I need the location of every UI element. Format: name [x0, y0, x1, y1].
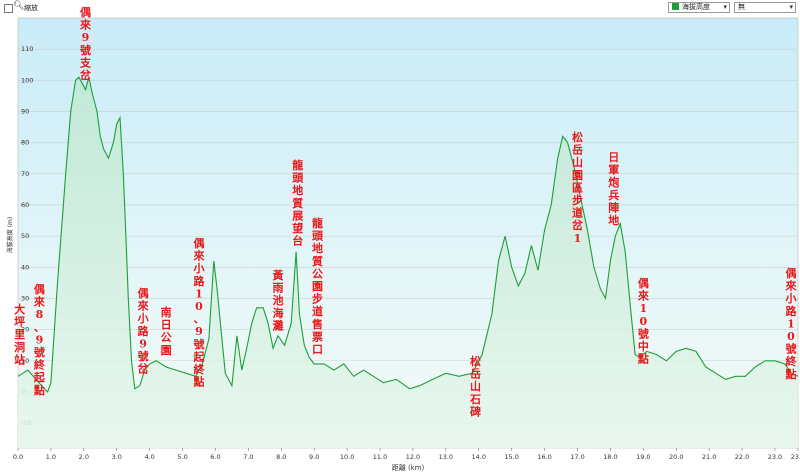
x-tick-label: 20.0: [669, 453, 683, 461]
y-tick-label: 100: [21, 76, 33, 84]
annotation-label: 南日公園: [161, 305, 172, 357]
x-tick-label: 12.0: [406, 453, 420, 461]
series-select-value: 海拔高度: [682, 3, 710, 11]
y-tick-label: 20: [21, 326, 29, 334]
x-tick-label: 9.0: [309, 453, 319, 461]
y-tick-label: 80: [21, 139, 29, 147]
x-tick-label: 3.0: [112, 453, 122, 461]
magnifier-icon: 🔍︎: [13, 1, 25, 11]
x-tick-label: 2.0: [79, 453, 89, 461]
y-axis-label: 海拔高度 (m): [6, 217, 14, 253]
y-tick-label: 10: [21, 357, 29, 365]
extra-select[interactable]: 無 ▾: [734, 2, 796, 13]
x-tick-label: 16.0: [537, 453, 551, 461]
x-tick-label: 4.0: [144, 453, 154, 461]
series-color-swatch: [672, 3, 679, 10]
annotation-label: 松岳山石碑: [469, 354, 481, 418]
annotation-label: 大坪里洞站: [14, 302, 25, 366]
y-tick-label: 70: [21, 170, 29, 178]
x-tick-label: 21.0: [702, 453, 716, 461]
x-tick-label: 15.0: [504, 453, 518, 461]
annotation-label: 龍頭地質公園步道售票口: [311, 216, 324, 356]
chevron-down-icon: ▾: [723, 3, 727, 11]
toolbar: 🔍︎ 縮放 海拔高度 ▾ 無 ▾: [0, 0, 800, 16]
x-tick-label: 1.0: [46, 453, 56, 461]
x-tick-label: 14.0: [472, 453, 486, 461]
annotation-label: 偶來 8、 9 號終起點: [33, 282, 46, 397]
x-tick-label: 11.0: [373, 453, 387, 461]
y-tick-label: 110: [21, 45, 33, 53]
y-tick-label: 90: [21, 107, 29, 115]
y-tick-label: 60: [21, 201, 29, 209]
zoom-label: 縮放: [24, 4, 38, 12]
annotation-label: 偶來小路 1 0、 9 號起終點: [193, 236, 206, 389]
annotation-label: 偶來 1 0 號中點: [637, 276, 649, 366]
zoom-checkbox[interactable]: [4, 4, 13, 13]
annotation-label: 黃雨池海灘: [272, 268, 284, 332]
series-area: [18, 77, 798, 448]
x-axis-label: 距離 (km): [392, 463, 425, 472]
annotation-label: 偶來 9 號支岔: [79, 5, 92, 82]
x-axis: 0.0 1.0 2.0 3.0 4.0 5.0 6.0 7.0 8.0 9.0 10.0 11.0 12…: [13, 448, 800, 461]
x-tick-label: 0.0: [13, 453, 23, 461]
y-tick-label: 30: [21, 294, 29, 302]
x-tick-label: 10.0: [340, 453, 354, 461]
annotation-label: 日軍炮兵陣地: [608, 151, 619, 227]
x-tick-label: 17.0: [570, 453, 584, 461]
x-tick-label: 23.7: [791, 453, 800, 461]
x-tick-label: 13.0: [439, 453, 453, 461]
annotation-label: 松岳山園區步道岔 1: [572, 130, 584, 245]
annotation-label: 偶來小路 9 號岔: [137, 286, 150, 376]
x-tick-label: 8.0: [276, 453, 286, 461]
x-tick-label: 18.0: [603, 453, 617, 461]
chevron-down-icon: ▾: [789, 3, 793, 11]
extra-select-value: 無: [738, 3, 745, 11]
annotation-label: 龍頭地質展望台: [291, 158, 304, 248]
y-tick-label: 40: [21, 263, 29, 271]
annotation-label: 偶來小路 1 0 號終點: [785, 266, 798, 381]
x-tick-label: 5.0: [177, 453, 187, 461]
y-tick-label: 50: [21, 232, 29, 240]
series-line: [17, 76, 799, 393]
x-tick-label: 19.0: [636, 453, 650, 461]
x-tick-label: 23.0: [768, 453, 782, 461]
x-tick-label: 22.0: [735, 453, 749, 461]
x-tick-label: 6.0: [210, 453, 220, 461]
series-select[interactable]: 海拔高度 ▾: [668, 2, 730, 13]
x-tick-label: 7.0: [243, 453, 253, 461]
